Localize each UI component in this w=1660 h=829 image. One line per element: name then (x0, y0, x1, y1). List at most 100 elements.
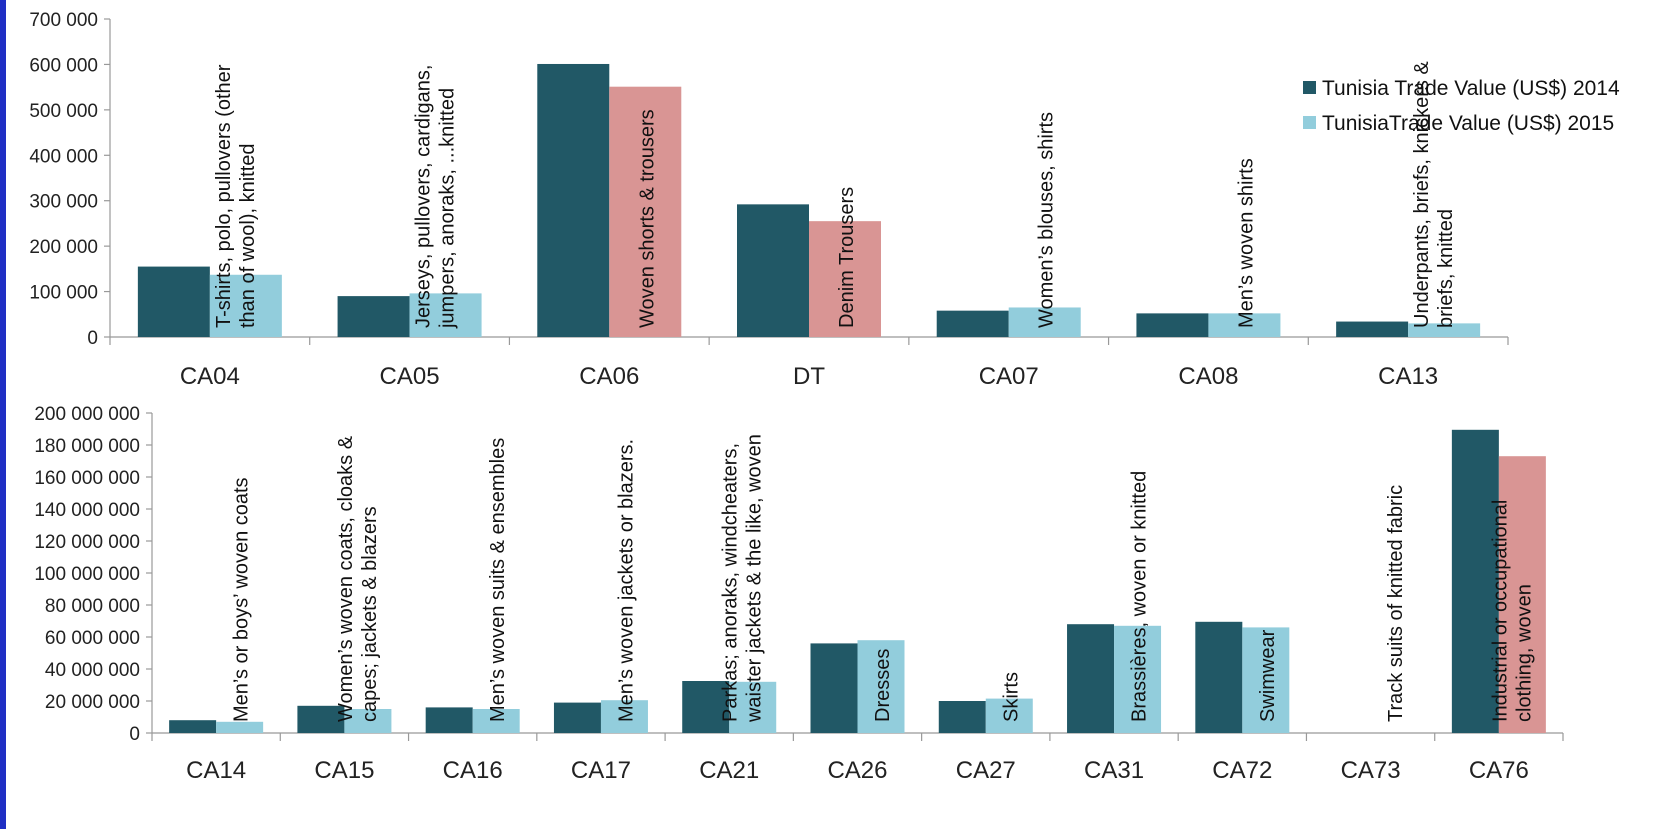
top-bar-description: Women’s blouses, shirts (1036, 112, 1058, 328)
top-y-tick-label: 700 000 (29, 10, 98, 31)
bottom-bar-2015-ca31 (1114, 625, 1162, 733)
top-bar-2015-ca08 (1208, 313, 1281, 337)
bottom-bar-description: capes; jackets & blazers (359, 506, 381, 722)
bottom-bar-2014-ca31 (1067, 624, 1115, 733)
bottom-y-tick-label: 40 000 000 (45, 660, 140, 681)
top-bar-2014-ca07 (936, 310, 1009, 337)
bottom-bar-2015-ca16 (472, 709, 520, 733)
bottom-bar-description: Industrial or occupational (1489, 500, 1511, 722)
bottom-bar-description: Dresses (872, 649, 894, 722)
top-bar-description: briefs, knitted (1435, 209, 1457, 328)
bottom-bar-2015-ca76 (1498, 456, 1546, 733)
bottom-category-label: CA16 (443, 757, 503, 784)
bottom-category-label: CA76 (1469, 757, 1529, 784)
top-bar-description: T-shirts, polo, pullovers (other (213, 64, 235, 328)
bottom-category-label: CA15 (314, 757, 374, 784)
top-bar-2015-ca06 (609, 86, 682, 337)
bottom-bar-2014-ca21 (682, 681, 730, 733)
top-y-tick-label: 600 000 (29, 55, 98, 76)
bottom-y-tick-label: 100 000 000 (34, 564, 140, 585)
bottom-category-label: CA26 (827, 757, 887, 784)
bottom-y-tick-label: 20 000 000 (45, 692, 140, 713)
top-bar-2014-ca06 (537, 63, 610, 338)
bottom-chart: 0 20 000 000 40 000 000 60 000 000 80 000 00… (34, 404, 1564, 784)
bottom-y-tick-label: 180 000 000 (34, 436, 140, 457)
top-category-label: CA04 (180, 363, 240, 390)
bottom-y-tick-label: 200 000 000 (34, 404, 140, 425)
top-bar-2014-ca13 (1336, 321, 1409, 337)
bottom-bar-description: Skirts (1000, 672, 1022, 722)
bottom-y-tick-label: 160 000 000 (34, 468, 140, 489)
top-bar-2015-ca05 (409, 293, 482, 337)
bottom-bar-description: Brassières, woven or knitted (1129, 471, 1151, 722)
bottom-bar-2015-ca14 (216, 721, 264, 733)
bottom-bar-description: Track suits of knitted fabric (1385, 485, 1407, 722)
bottom-bar-description: Parkas; anoraks, windcheaters, (720, 443, 742, 722)
bottom-category-label: CA14 (186, 757, 246, 784)
legend: Tunisia Trade Value (US$) 2014 TunisiaTr… (1303, 77, 1620, 135)
bottom-category-label: CA17 (571, 757, 631, 784)
top-category-label: CA13 (1378, 363, 1438, 390)
top-y-tick-label: 500 000 (29, 101, 98, 122)
top-bar-description: Underpants, briefs, knickers & (1411, 61, 1433, 328)
top-category-label: CA07 (979, 363, 1039, 390)
bottom-bar-2014-ca16 (425, 707, 473, 733)
bottom-y-tick-label: 120 000 000 (34, 532, 140, 553)
bottom-bar-description: Men’s woven jackets or blazers. (615, 439, 637, 722)
top-category-label: CA08 (1178, 363, 1238, 390)
bottom-y-tick-label: 60 000 000 (45, 628, 140, 649)
bottom-bar-description: waister jackets & the like, woven (744, 434, 766, 723)
bottom-bar-2015-ca27 (985, 698, 1033, 733)
bottom-bar-description: Swimwear (1257, 629, 1279, 722)
bottom-bar-description: Women’s woven coats, cloaks & (335, 435, 357, 722)
bottom-bar-2015-ca17 (600, 700, 648, 733)
top-bar-2014-ca05 (337, 296, 410, 337)
bottom-bar-2015-ca15 (344, 709, 392, 733)
bottom-bar-2015-ca72 (1242, 627, 1290, 733)
bottom-category-label: CA21 (699, 757, 759, 784)
top-bar-description: Denim Trousers (836, 187, 858, 328)
top-category-label: CA05 (380, 363, 440, 390)
bottom-bar-description: Men’s or boys’ woven coats (231, 477, 253, 722)
bottom-bar-2014-ca76 (1451, 429, 1499, 733)
top-chart: 0 100 000 200 000 300 000 400 000 500 000 600 … (29, 10, 1509, 390)
bottom-y-tick-label: 80 000 000 (45, 596, 140, 617)
bottom-bar-2015-ca26 (857, 640, 905, 733)
top-bar-2014-ca04 (137, 266, 210, 337)
top-y-tick-label: 200 000 (29, 237, 98, 258)
bottom-category-label: CA31 (1084, 757, 1144, 784)
top-bar-description: Woven shorts & trousers (636, 109, 658, 328)
legend-label-2015: TunisiaTrade Value (US$) 2015 (1322, 112, 1614, 135)
top-category-label: DT (793, 363, 825, 390)
top-y-tick-label: 300 000 (29, 192, 98, 213)
top-bar-2015-ca04 (209, 274, 282, 337)
bottom-category-label: CA73 (1341, 757, 1401, 784)
bottom-bar-2014-ca14 (169, 720, 217, 733)
bottom-y-tick-label: 0 (129, 724, 140, 745)
bottom-bar-2014-ca27 (938, 701, 986, 733)
top-bar-2014-dt (737, 204, 809, 337)
top-y-tick-label: 400 000 (29, 146, 98, 167)
top-bar-description: Jerseys, pullovers, cardigans, (413, 65, 435, 328)
bottom-bar-description: Men’s woven suits & ensembles (487, 438, 509, 722)
bottom-y-tick-label: 140 000 000 (34, 500, 140, 521)
top-bar-description: than of wool), knitted (237, 143, 259, 328)
top-y-tick-label: 0 (87, 328, 98, 349)
top-bar-2014-ca08 (1136, 313, 1209, 337)
top-bar-description: Men’s woven shirts (1235, 158, 1257, 328)
bottom-bar-description: clothing, woven (1513, 584, 1535, 722)
bottom-bar-2014-ca72 (1195, 621, 1243, 733)
top-bar-description: jumpers, anoraks, ...knitted (437, 88, 459, 329)
bottom-bar-2014-ca26 (810, 643, 858, 733)
legend-swatch-2015 (1303, 116, 1316, 129)
bottom-bar-2014-ca15 (297, 705, 345, 733)
top-bar-2015-ca07 (1008, 307, 1081, 337)
edge-bar (0, 0, 6, 829)
top-category-label: CA06 (579, 363, 639, 390)
bottom-category-label: CA27 (956, 757, 1016, 784)
top-y-tick-label: 100 000 (29, 283, 98, 304)
bottom-bar-2014-ca17 (553, 702, 601, 733)
legend-swatch-2014 (1303, 81, 1316, 94)
